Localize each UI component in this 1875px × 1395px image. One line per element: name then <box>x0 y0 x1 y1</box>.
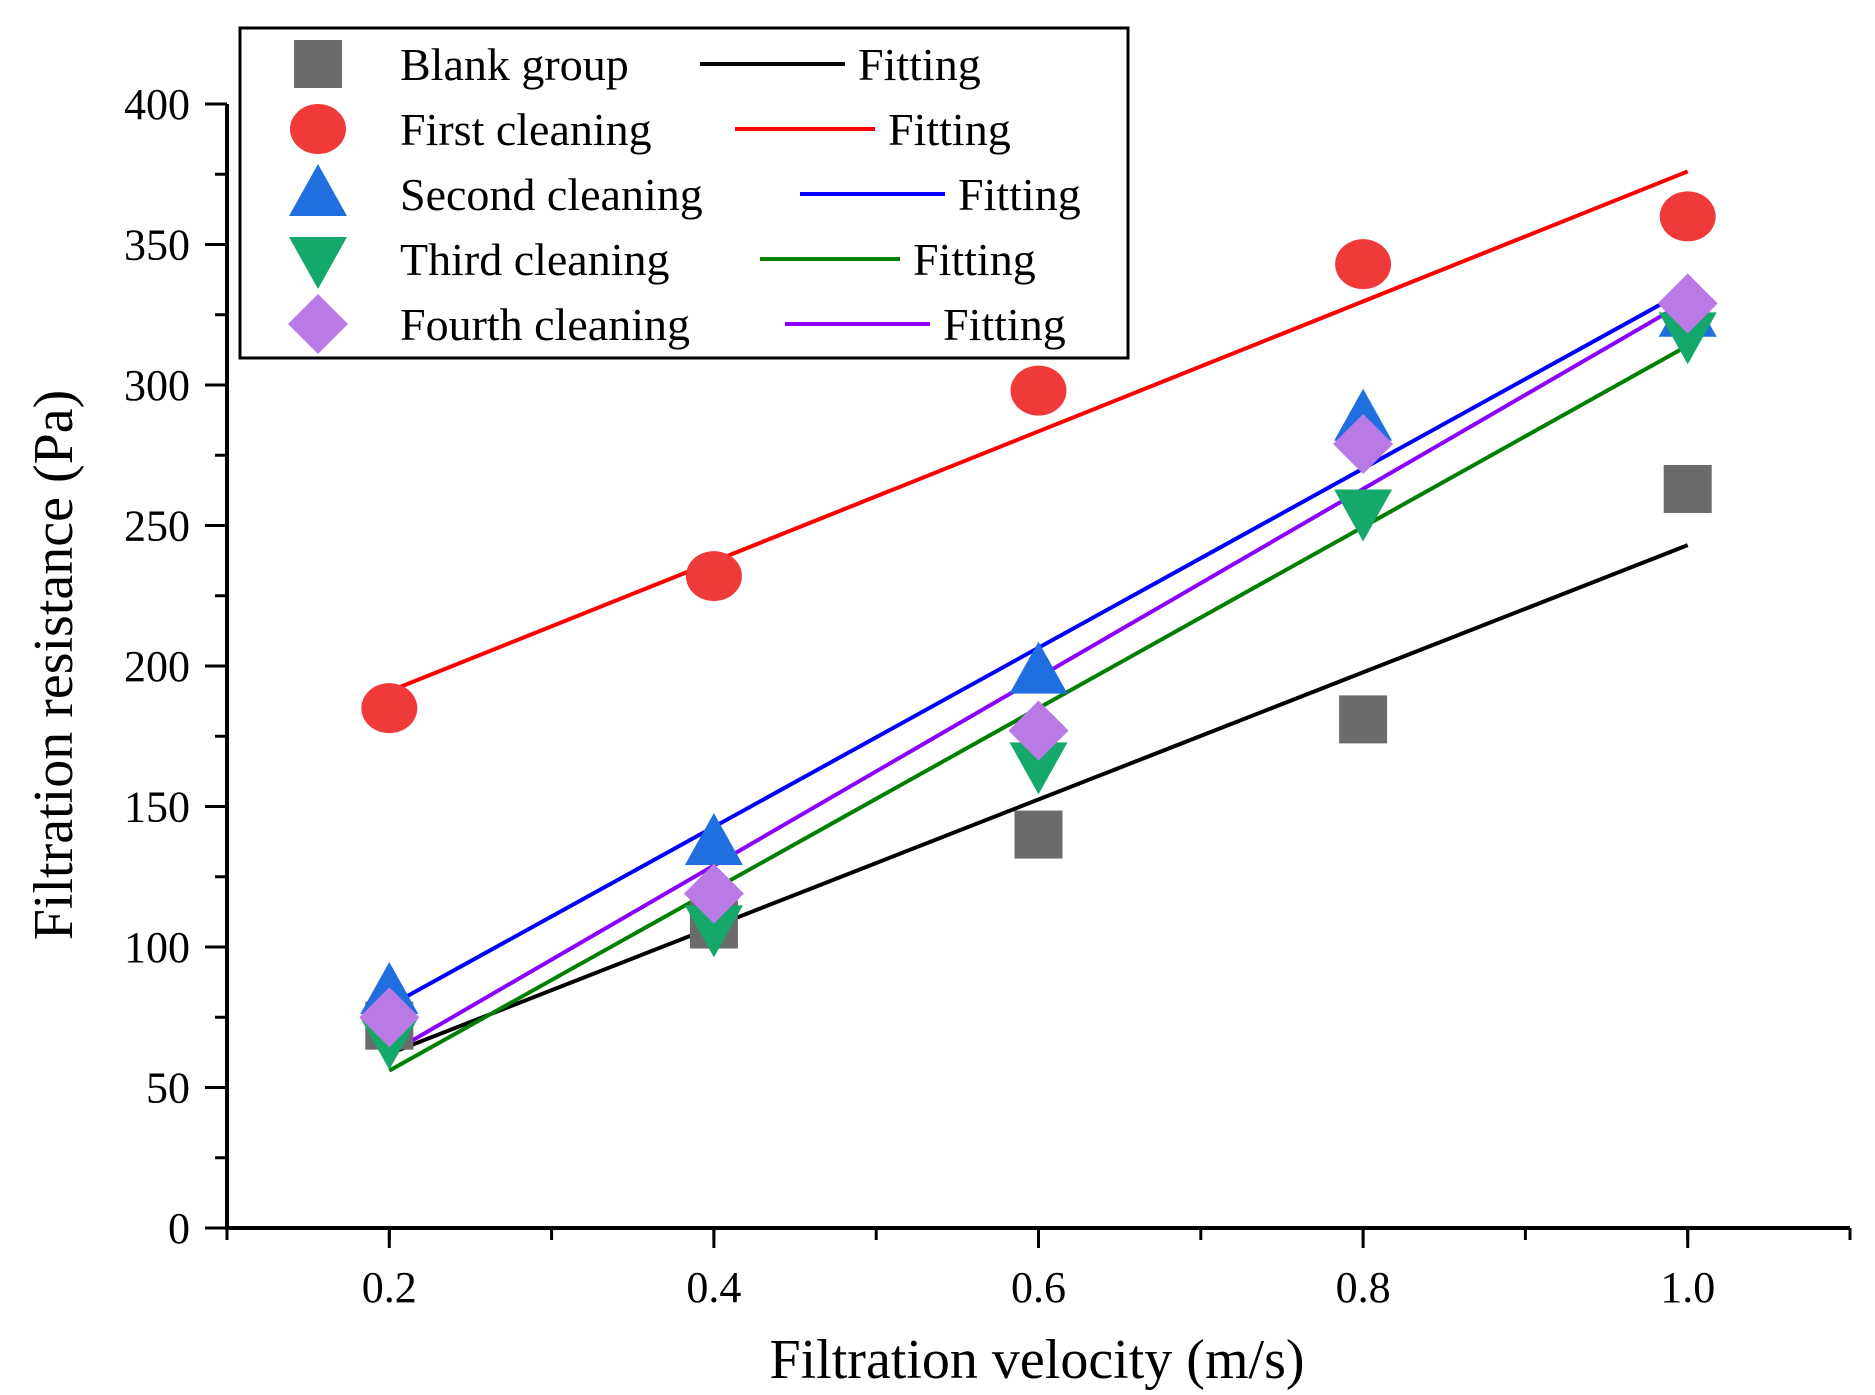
legend-marker-second-cleaning <box>289 164 347 216</box>
x-axis-title: Filtration velocity (m/s) <box>769 1329 1304 1391</box>
y-tick-label: 350 <box>124 221 190 270</box>
point-fourth-cleaning <box>683 863 744 924</box>
y-axis-title: Filtration resistance (Pa) <box>23 390 85 941</box>
axes: 0.2 0.4 0.6 0.8 1.0 0 50 100 150 200 250 300 350 400 <box>124 80 1852 1312</box>
y-tick-label: 200 <box>124 642 190 691</box>
x-tick-label: 0.4 <box>686 1263 741 1312</box>
legend-fit-label: Fitting <box>958 169 1081 220</box>
point-first-cleaning <box>1010 365 1067 416</box>
legend-box <box>238 26 1130 360</box>
x-ticks: 0.2 0.4 0.6 0.8 1.0 <box>225 1228 1852 1312</box>
legend-marker-fourth-cleaning <box>288 294 348 354</box>
legend-label-blank-group: Blank group <box>400 39 629 90</box>
point-first-cleaning <box>1659 191 1716 242</box>
y-tick-label: 300 <box>124 361 190 410</box>
point-fourth-cleaning <box>359 987 420 1048</box>
legend-label-third-cleaning: Third cleaning <box>400 234 670 285</box>
legend-marker-third-cleaning <box>289 237 347 289</box>
y-tick-label: 250 <box>124 502 190 551</box>
point-blank-group <box>1663 464 1712 513</box>
point-first-cleaning <box>685 551 742 602</box>
point-second-cleaning <box>1009 641 1068 694</box>
point-third-cleaning <box>684 905 743 958</box>
legend-fit-label: Fitting <box>943 299 1066 350</box>
legend-fit-label: Fitting <box>858 39 981 90</box>
point-first-cleaning <box>361 683 418 734</box>
y-tick-label: 50 <box>146 1064 190 1113</box>
point-third-cleaning <box>1334 489 1393 542</box>
y-tick-label: 100 <box>124 923 190 972</box>
legend-items: Blank group Fitting First cleaning Fitting S… <box>288 39 1081 354</box>
point-blank-group <box>1014 810 1063 859</box>
legend: Blank group Fitting First cleaning Fitting S… <box>238 26 1130 360</box>
y-tick-label: 0 <box>168 1204 190 1253</box>
point-first-cleaning <box>1335 239 1392 290</box>
legend-fit-label: Fitting <box>888 104 1011 155</box>
y-ticks: 0 50 100 150 200 250 300 350 400 <box>124 80 227 1253</box>
point-third-cleaning <box>1658 312 1717 365</box>
point-second-cleaning <box>684 813 743 866</box>
data-markers <box>359 191 1718 1070</box>
legend-marker-first-cleaning <box>290 104 346 154</box>
point-third-cleaning <box>1009 742 1068 795</box>
y-tick-label: 400 <box>124 80 190 129</box>
legend-fit-label: Fitting <box>913 234 1036 285</box>
legend-marker-blank-group <box>294 40 342 88</box>
point-blank-group <box>1339 695 1388 744</box>
point-fourth-cleaning <box>1008 700 1069 761</box>
point-fourth-cleaning <box>1333 414 1394 475</box>
x-tick-label: 0.2 <box>362 1263 417 1312</box>
plot-area <box>359 169 1718 1073</box>
legend-label-first-cleaning: First cleaning <box>400 104 652 155</box>
point-fourth-cleaning <box>1657 273 1718 334</box>
legend-label-second-cleaning: Second cleaning <box>400 169 703 220</box>
y-tick-label: 150 <box>124 783 190 832</box>
x-tick-label: 1.0 <box>1660 1263 1715 1312</box>
legend-label-fourth-cleaning: Fourth cleaning <box>400 299 690 350</box>
fit-line-first-cleaning <box>388 169 1689 694</box>
fit-line-blank-group <box>388 543 1689 1056</box>
x-tick-label: 0.6 <box>1011 1263 1066 1312</box>
x-tick-label: 0.8 <box>1336 1263 1391 1312</box>
